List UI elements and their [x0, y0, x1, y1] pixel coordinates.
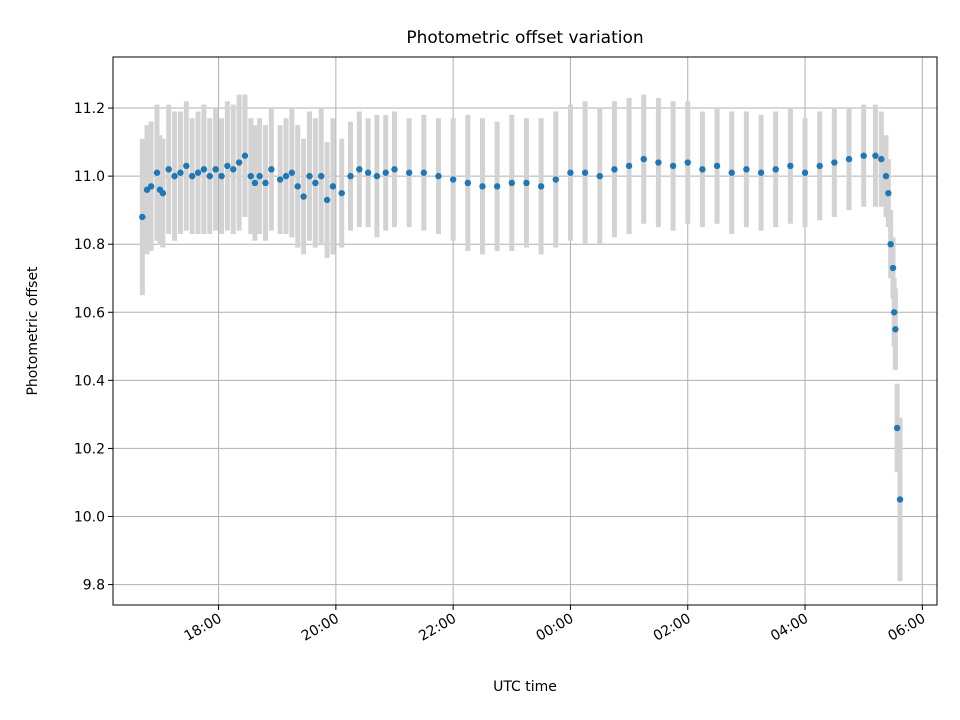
data-point [153, 169, 161, 176]
data-point [251, 179, 259, 187]
data-point [860, 152, 867, 159]
data-point [449, 176, 457, 183]
data-point [611, 166, 618, 173]
data-point [896, 496, 904, 503]
data-point [212, 166, 219, 173]
data-point [247, 172, 255, 180]
data-point [816, 162, 823, 170]
data-point [147, 183, 155, 190]
plot-frame [112, 56, 938, 606]
data-point [772, 166, 779, 173]
data-point [757, 169, 765, 176]
data-point [743, 166, 750, 173]
data-point [382, 169, 389, 176]
data-point [523, 179, 530, 187]
data-point [282, 172, 290, 180]
y-axis-label: Photometric offset [25, 266, 41, 396]
data-point [312, 179, 319, 187]
data-point [892, 326, 899, 333]
data-point [669, 162, 677, 170]
data-point [464, 179, 472, 187]
data-point [262, 179, 269, 187]
data-point [323, 196, 331, 204]
data-point [699, 166, 706, 173]
data-point [206, 172, 213, 180]
data-point [885, 189, 892, 197]
data-point [887, 241, 894, 248]
data-point [300, 193, 307, 200]
data-point [878, 155, 885, 163]
y-tick-label: 10.6 [74, 305, 105, 321]
data-point [288, 169, 296, 176]
data-point [194, 169, 202, 176]
data-point [391, 166, 398, 173]
data-point [188, 172, 196, 180]
data-point [268, 166, 275, 173]
data-point [373, 172, 381, 180]
data-point [224, 162, 231, 170]
data-point [200, 166, 208, 173]
data-point [347, 172, 354, 180]
data-point [405, 169, 413, 176]
y-tick-label: 10.0 [74, 510, 105, 526]
data-point [294, 183, 301, 190]
data-point [640, 155, 647, 163]
data-point [364, 169, 372, 176]
data-point [845, 155, 853, 163]
data-point [256, 172, 263, 180]
data-point [537, 183, 545, 190]
data-point [159, 189, 167, 197]
data-point [508, 179, 516, 187]
data-point [317, 172, 325, 180]
data-point [329, 183, 337, 190]
data-point [655, 159, 662, 166]
data-point [218, 172, 225, 180]
data-point [872, 152, 879, 159]
data-point [241, 152, 249, 159]
data-point [801, 169, 809, 176]
data-points [139, 152, 904, 503]
data-point [171, 172, 178, 180]
data-point [567, 169, 574, 176]
data-point [889, 264, 897, 272]
data-point [831, 159, 838, 166]
data-point [338, 189, 345, 197]
data-point [306, 172, 313, 180]
data-point [177, 169, 184, 176]
data-point [787, 162, 794, 170]
x-axis-label: UTC time [493, 679, 557, 695]
data-point [479, 183, 486, 190]
y-tick-label: 10.2 [74, 441, 105, 457]
data-point [435, 172, 442, 180]
data-point [139, 213, 146, 221]
data-point [356, 166, 363, 173]
y-tick-label: 11.2 [74, 101, 105, 117]
data-point [893, 424, 901, 432]
y-tick-label: 9.8 [83, 578, 105, 594]
data-point [596, 172, 603, 180]
y-tick-label: 11.0 [74, 169, 105, 185]
data-point [684, 159, 691, 166]
data-point [882, 172, 890, 180]
data-point [165, 166, 172, 173]
data-point [728, 169, 735, 176]
data-point [713, 162, 721, 170]
data-point [890, 309, 898, 316]
data-point [276, 176, 284, 183]
data-point [625, 162, 633, 170]
data-point [552, 176, 559, 183]
data-point [235, 159, 243, 166]
y-tick-label: 10.8 [74, 237, 105, 253]
data-point [420, 169, 428, 176]
data-point [183, 162, 190, 170]
chart-title: Photometric offset variation [406, 28, 643, 48]
y-tick-label: 10.4 [74, 373, 105, 389]
data-point [230, 166, 237, 173]
data-point [493, 183, 501, 190]
y-axis: 9.8 10.0 10.2 10.4 10.6 10.8 11.0 11.2 [74, 101, 113, 594]
data-point [581, 169, 589, 176]
